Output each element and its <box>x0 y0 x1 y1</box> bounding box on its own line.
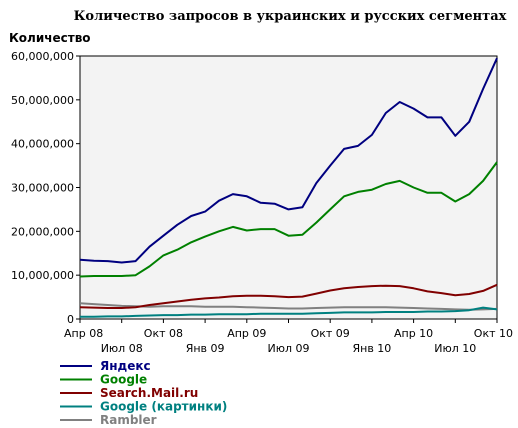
series-line <box>79 283 498 309</box>
series-line <box>79 302 498 311</box>
legend-label: Google (картинки) <box>100 400 227 414</box>
series-line <box>79 161 498 278</box>
x-tick-label: Апр 08 <box>64 327 103 340</box>
x-tick-label: Окт 10 <box>474 327 513 340</box>
y-axis: 0 10,000,000 20,000,000 30,000,000 40,000,00… <box>11 50 80 326</box>
x-tick-label: Июл 08 <box>101 342 143 355</box>
y-tick-label: 30,000,000 <box>11 182 74 195</box>
x-tick-label: Окт 08 <box>144 327 183 340</box>
y-tick-label: 10,000,000 <box>11 269 74 282</box>
series-lines <box>79 57 498 318</box>
legend-label: Google <box>100 373 147 387</box>
x-tick-label: Апр 09 <box>227 327 266 340</box>
y-tick-label: 20,000,000 <box>11 225 74 238</box>
y-tick-label: 50,000,000 <box>11 94 74 107</box>
legend-label: Search.Mail.ru <box>100 386 198 400</box>
y-tick-label: 60,000,000 <box>11 50 74 63</box>
plot-area <box>79 55 498 320</box>
chart-title: Количество запросов в украинских и русск… <box>74 9 507 24</box>
series-line <box>80 306 498 318</box>
series-line <box>79 57 498 264</box>
x-tick-label: Июл 10 <box>434 342 476 355</box>
y-tick-label: 0 <box>67 313 74 326</box>
x-tick-label: Апр 10 <box>394 327 433 340</box>
legend-label: Яндекс <box>100 359 151 373</box>
y-tick-label: 40,000,000 <box>11 138 74 151</box>
x-axis: Апр 08 Окт 08 Апр 09 Окт 09 Апр 10 Окт 10 Июл … <box>64 319 513 355</box>
y-axis-label: Количество <box>9 31 91 45</box>
x-tick-label: Янв 10 <box>352 342 391 355</box>
x-tick-label: Июл 09 <box>267 342 309 355</box>
x-tick-label: Янв 09 <box>186 342 225 355</box>
legend-label: Rambler <box>100 413 157 427</box>
x-tick-label: Окт 09 <box>311 327 350 340</box>
